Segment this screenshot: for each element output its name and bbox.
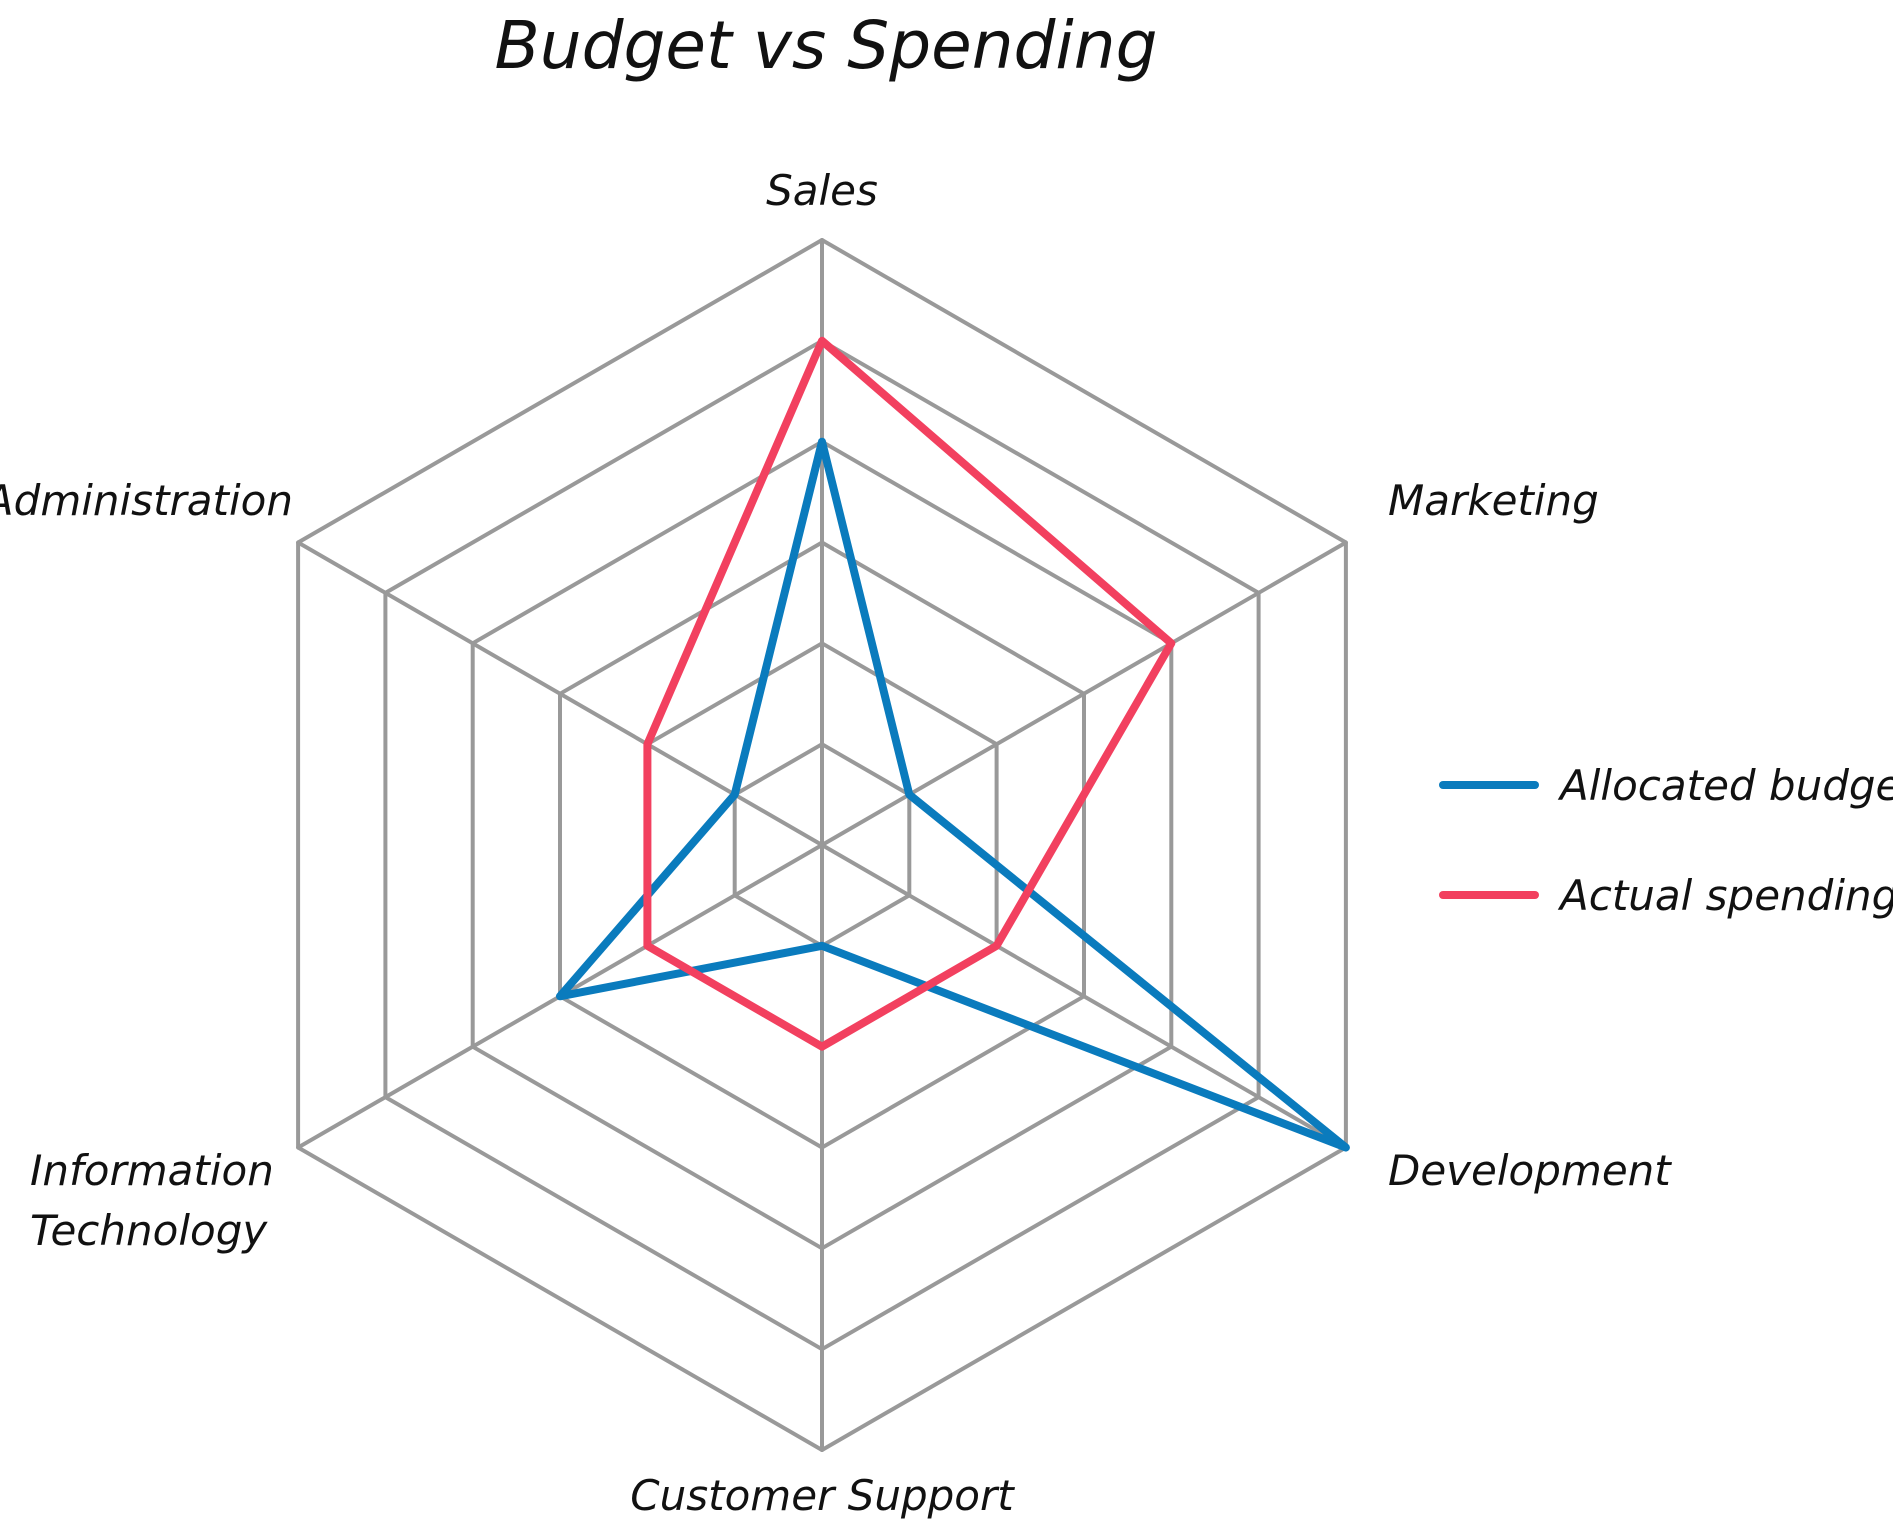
axis-label-3: Customer Support [630, 1471, 1015, 1520]
legend-label-1: Actual spending [1557, 871, 1893, 920]
grid-spoke-2 [820, 843, 1348, 1150]
axis-label-4: Information Technology [30, 1146, 274, 1255]
series-0-polygon [556, 437, 1350, 1152]
legend-label-0: Allocated budget [1557, 761, 1893, 810]
series-1-polygon [643, 336, 1176, 1051]
chart-title: Budget vs Spending [495, 7, 1158, 84]
axis-label-2: Development [1388, 1146, 1672, 1195]
radar-grid [296, 238, 1348, 1452]
series-layer [556, 336, 1350, 1152]
axis-label-1: Marketing [1388, 476, 1599, 525]
axis-labels: Sales Marketing Development Customer Suppor… [0, 166, 1672, 1520]
legend: Allocated budget Actual spending [1439, 761, 1893, 920]
axis-label-5: Administration [0, 476, 293, 525]
axis-label-0: Sales [766, 166, 878, 215]
